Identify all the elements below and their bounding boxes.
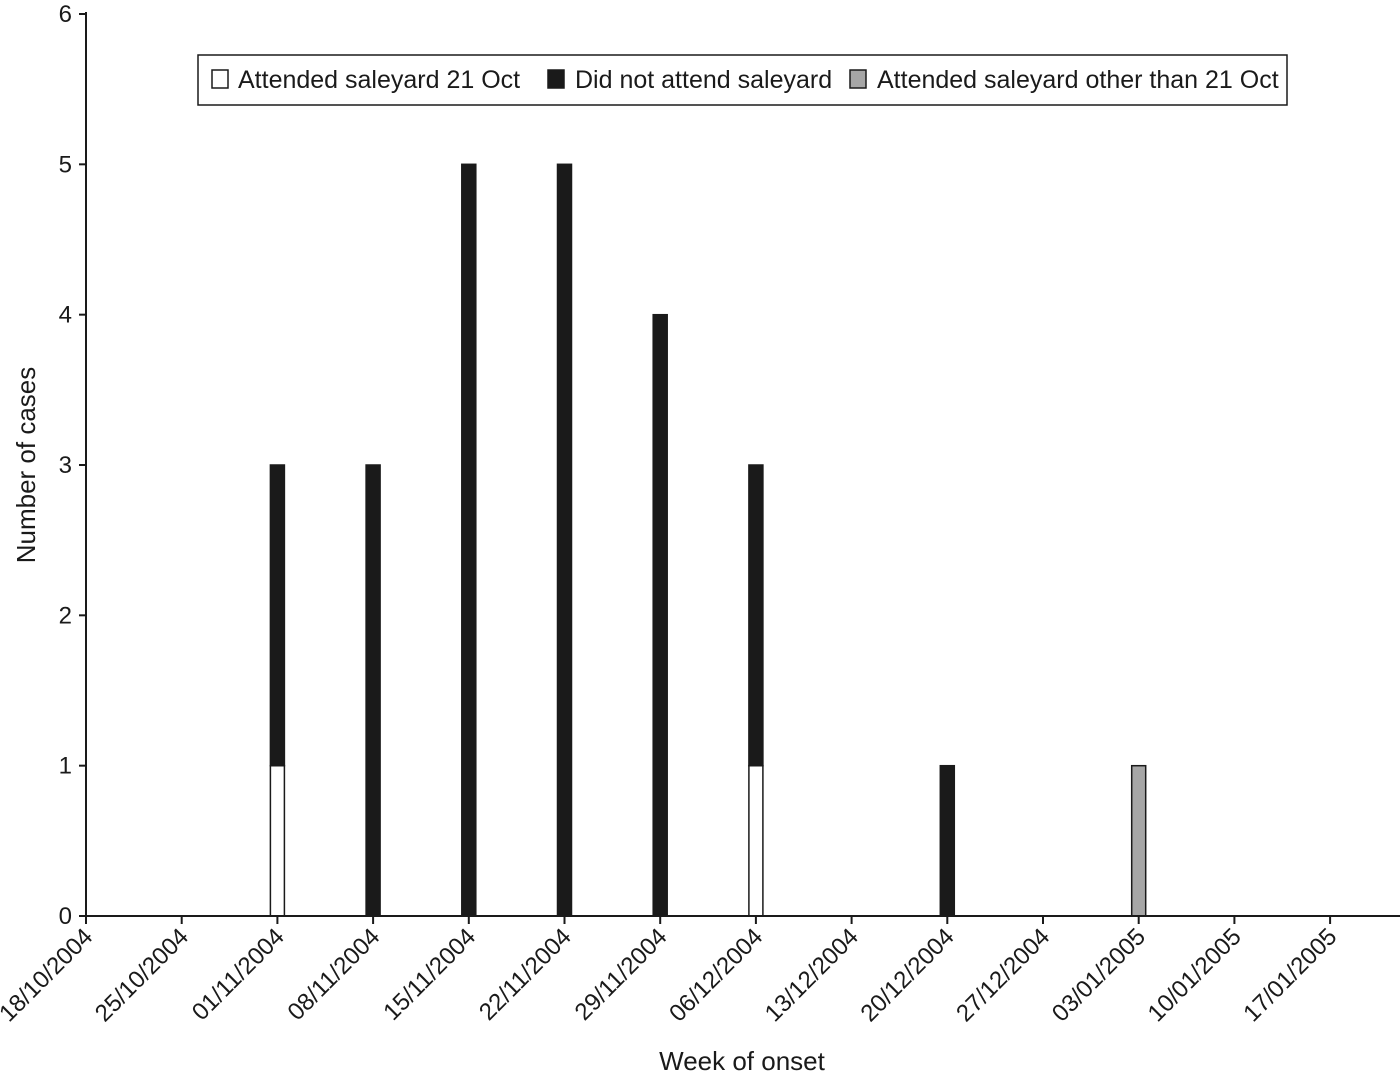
x-tick-label: 08/11/2004 <box>283 923 386 1026</box>
x-tick-label: 18/10/2004 <box>0 923 98 1027</box>
x-tick-label: 03/01/2005 <box>1047 923 1151 1027</box>
legend: Attended saleyard 21 Oct Did not attend s… <box>197 54 1288 106</box>
y-tick-label: 6 <box>59 1 72 28</box>
axes-layer: 0 1 2 3 4 5 6 18/10/200425/10/200401/11/200408/… <box>0 1 1400 1027</box>
y-tick-label: 4 <box>59 302 72 329</box>
bar-1-01-11-2004 <box>269 764 286 917</box>
y-axis-title: Number of cases <box>11 367 41 564</box>
legend-swatch-1 <box>211 69 229 89</box>
x-tick-label: 06/12/2004 <box>664 923 768 1027</box>
x-tick-label: 27/12/2004 <box>951 923 1055 1027</box>
y-tick-label: 3 <box>59 452 72 479</box>
legend-swatch-3 <box>849 69 867 89</box>
bar-2-01-11-2004 <box>269 464 286 767</box>
y-tick-label: 1 <box>59 753 72 780</box>
x-tick-label: 13/12/2004 <box>760 923 864 1027</box>
y-tick-label: 5 <box>59 151 72 178</box>
x-axis-title: Week of onset <box>659 1046 826 1076</box>
x-tick-label: 20/12/2004 <box>856 923 960 1027</box>
legend-label-1: Attended saleyard 21 Oct <box>238 66 520 94</box>
bar-2-15-11-2004 <box>461 163 477 917</box>
x-tick-label: 01/11/2004 <box>187 923 290 1026</box>
legend-box <box>197 54 1288 106</box>
legend-label-2: Did not attend saleyard <box>575 66 832 94</box>
bar-2-22-11-2004 <box>556 163 573 917</box>
bar-1-06-12-2004 <box>748 764 764 917</box>
x-tick-label: 29/11/2004 <box>570 923 673 1026</box>
x-tick-label: 25/10/2004 <box>90 923 194 1027</box>
y-tick-label: 0 <box>59 903 72 930</box>
bar-3-03-01-2005 <box>1130 764 1147 917</box>
legend-swatch-2 <box>547 69 565 89</box>
bar-2-20-12-2004 <box>939 764 956 917</box>
x-tick-label: 15/11/2004 <box>378 923 481 1026</box>
y-tick-label: 2 <box>59 602 72 629</box>
legend-label-3: Attended saleyard other than 21 Oct <box>877 66 1279 94</box>
bar-2-29-11-2004 <box>652 313 668 917</box>
bars-layer <box>269 163 1147 917</box>
bar-2-06-12-2004 <box>748 464 764 767</box>
x-tick-label: 10/01/2005 <box>1143 923 1247 1027</box>
bar-2-08-11-2004 <box>365 464 381 917</box>
x-tick-label: 17/01/2005 <box>1238 923 1342 1027</box>
x-tick-label: 22/11/2004 <box>474 923 577 1026</box>
